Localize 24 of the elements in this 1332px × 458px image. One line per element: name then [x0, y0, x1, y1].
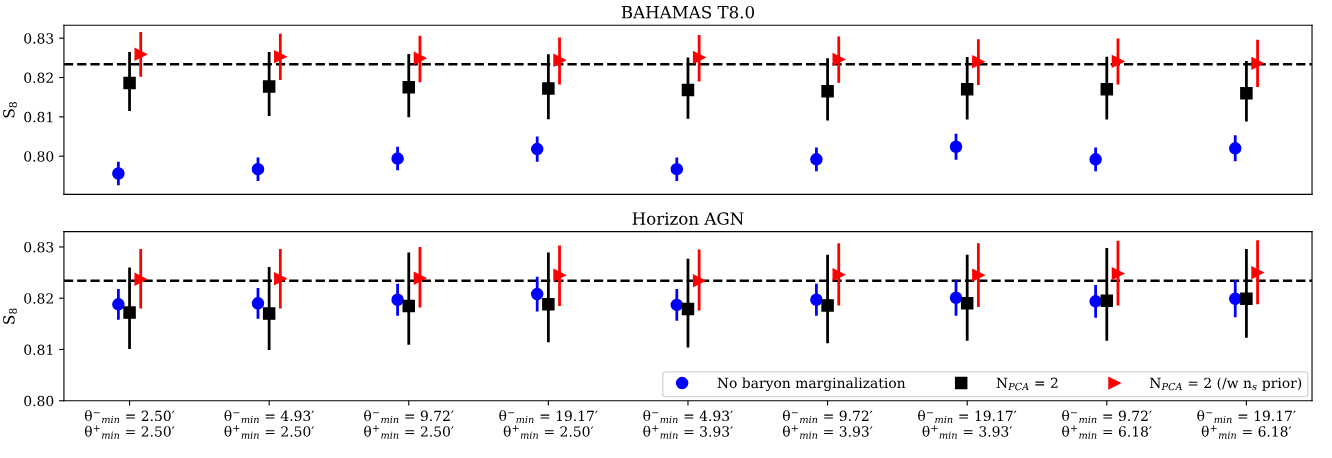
y-tick-label: 0.82 — [24, 72, 53, 83]
category-label: θ$^{−}$$_{min}$ = 19.17′ θ$^{+}$$_{min}$ = 3.93′ — [918, 410, 1017, 439]
category-label: θ$^{−}$$_{min}$ = 19.17′ θ$^{+}$$_{min}$ = 6.18′ — [1197, 410, 1296, 439]
y-tick-label: 0.81 — [24, 111, 53, 123]
category-label: θ$^{−}$$_{min}$ = 4.93′ θ$^{+}$$_{min}$ = 3.93′ — [643, 410, 733, 439]
y-tick-label: 0.82 — [24, 293, 53, 304]
chart-title: Horizon AGN — [632, 212, 744, 225]
y-tick-label: 0.83 — [24, 33, 54, 44]
legend-label: N$_{PCA}$ = 2 (/w n$_{s}$ prior) — [1149, 377, 1302, 391]
category-label: θ$^{−}$$_{min}$ = 4.93′ θ$^{+}$$_{min}$ = 2.50′ — [224, 410, 315, 439]
y-tick-label: 0.81 — [24, 344, 53, 355]
y-tick-label: 0.80 — [24, 395, 54, 407]
category-label: θ$^{−}$$_{min}$ = 2.50′ θ$^{+}$$_{min}$ = 2.50′ — [84, 410, 175, 439]
chart-title: BAHAMAS T8.0 — [621, 5, 755, 19]
y-tick-label: 0.83 — [24, 241, 54, 253]
category-label: θ$^{−}$$_{min}$ = 9.72′ θ$^{+}$$_{min}$ = 6.18′ — [1062, 410, 1152, 439]
legend-label: N$_{PCA}$ = 2 — [996, 377, 1058, 391]
y-tick-label: 0.80 — [24, 151, 54, 162]
category-label: θ$^{−}$$_{min}$ = 9.72′ θ$^{+}$$_{min}$ = 3.93′ — [782, 410, 873, 439]
legend-label: No baryon marginalization — [717, 377, 906, 392]
category-label: θ$^{−}$$_{min}$ = 19.17′ θ$^{+}$$_{min}$ = 2.50′ — [499, 410, 598, 439]
y-axis-title: S$_{8}$ — [3, 102, 17, 118]
y-axis-title: S$_{8}$ — [3, 308, 17, 324]
category-label: θ$^{−}$$_{min}$ = 9.72′ θ$^{+}$$_{min}$ = 2.50′ — [364, 410, 454, 439]
